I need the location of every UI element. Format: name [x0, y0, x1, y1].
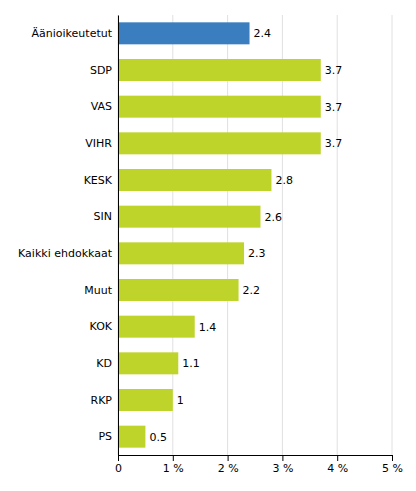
y-tick: KESK	[84, 174, 113, 187]
y-tick-label: RKP	[91, 394, 113, 407]
x-tick-label: 5 %	[382, 462, 403, 475]
y-axis-line	[118, 16, 119, 456]
data-label: 3.7	[325, 101, 343, 114]
grid-line	[337, 15, 338, 455]
grid-line	[118, 15, 119, 455]
x-tick-mark	[173, 455, 174, 461]
y-tick-label: SDP	[90, 64, 112, 77]
data-label: 2.4	[254, 27, 272, 40]
x-tick-mark	[337, 455, 338, 461]
data-labels: 2.4 3.7 3.7 3.7 2.8 2.6 2.3 2.2 1.4 1.1 1 0.5	[149, 27, 342, 443]
y-axis: Äänioikeutetut SDP VAS VIHR KESK SIN Kaikki eh…	[18, 16, 118, 456]
x-tick: 5 %	[382, 455, 403, 475]
bar	[118, 389, 173, 411]
y-tick-label: Kaikki ehdokkaat	[18, 247, 113, 260]
bar	[118, 242, 244, 264]
bar	[118, 132, 321, 154]
y-tick-label: Muut	[84, 284, 112, 297]
y-tick: RKP	[91, 394, 113, 407]
data-label: 2.6	[264, 211, 282, 224]
x-axis: 0 1 % 2 % 3 % 4 % 5 %	[115, 455, 403, 475]
y-tick: VIHR	[85, 137, 112, 150]
bar	[118, 206, 260, 228]
bar	[118, 352, 178, 374]
data-label: 2.3	[248, 247, 265, 260]
bar	[118, 96, 321, 118]
bar	[118, 279, 239, 301]
y-tick: SDP	[90, 64, 112, 77]
bar	[118, 169, 271, 191]
plot-area: 2.4 3.7 3.7 3.7 2.8 2.6 2.3 2.2 1.4 1.1 1 0.5 0 1 % 2 …	[18, 15, 403, 475]
bar	[118, 426, 145, 448]
x-tick: 0	[115, 455, 122, 475]
x-tick-label: 2 %	[218, 462, 239, 475]
x-tick: 3 %	[272, 455, 293, 475]
y-tick: Äänioikeutetut	[32, 27, 113, 40]
data-label: 3.7	[325, 64, 343, 77]
x-tick: 2 %	[218, 455, 239, 475]
data-label: 0.5	[149, 431, 167, 444]
chart-svg: 2.4 3.7 3.7 3.7 2.8 2.6 2.3 2.2 1.4 1.1 1 0.5 0 1 % 2 …	[0, 0, 416, 491]
y-tick: PS	[98, 430, 112, 443]
x-tick: 1 %	[163, 455, 184, 475]
y-tick: SIN	[94, 210, 112, 223]
x-tick: 4 %	[327, 455, 348, 475]
y-tick-label: PS	[98, 430, 112, 443]
data-label: 3.7	[325, 137, 343, 150]
y-tick-label: Äänioikeutetut	[32, 27, 113, 40]
y-tick-label: VIHR	[85, 137, 112, 150]
data-label: 1	[177, 394, 184, 407]
x-tick-mark	[282, 455, 283, 461]
y-tick: Muut	[84, 284, 112, 297]
bar	[118, 59, 321, 81]
x-tick-label: 1 %	[163, 462, 184, 475]
x-tick-label: 0	[115, 462, 122, 475]
bar	[118, 22, 250, 44]
data-label: 2.8	[275, 174, 293, 187]
y-tick-label: KOK	[90, 320, 113, 333]
x-tick-mark	[392, 455, 393, 461]
y-tick-label: KESK	[84, 174, 113, 187]
y-tick: KOK	[90, 320, 113, 333]
data-label: 2.2	[243, 284, 261, 297]
x-tick-label: 3 %	[272, 462, 293, 475]
y-tick: VAS	[91, 100, 112, 113]
grid-line	[392, 15, 393, 455]
x-tick-mark	[118, 455, 119, 461]
bar	[118, 316, 195, 338]
bars	[118, 22, 321, 447]
y-tick-label: KD	[96, 357, 112, 370]
y-tick: KD	[96, 357, 112, 370]
data-label: 1.4	[199, 321, 217, 334]
y-tick: Kaikki ehdokkaat	[18, 247, 113, 260]
x-tick-label: 4 %	[327, 462, 348, 475]
grid	[118, 15, 392, 455]
x-tick-mark	[228, 455, 229, 461]
x-axis-line	[119, 456, 393, 462]
chart-container: 2.4 3.7 3.7 3.7 2.8 2.6 2.3 2.2 1.4 1.1 1 0.5 0 1 % 2 …	[0, 0, 416, 491]
y-tick-label: SIN	[94, 210, 112, 223]
data-label: 1.1	[182, 357, 200, 370]
y-tick-label: VAS	[91, 100, 112, 113]
